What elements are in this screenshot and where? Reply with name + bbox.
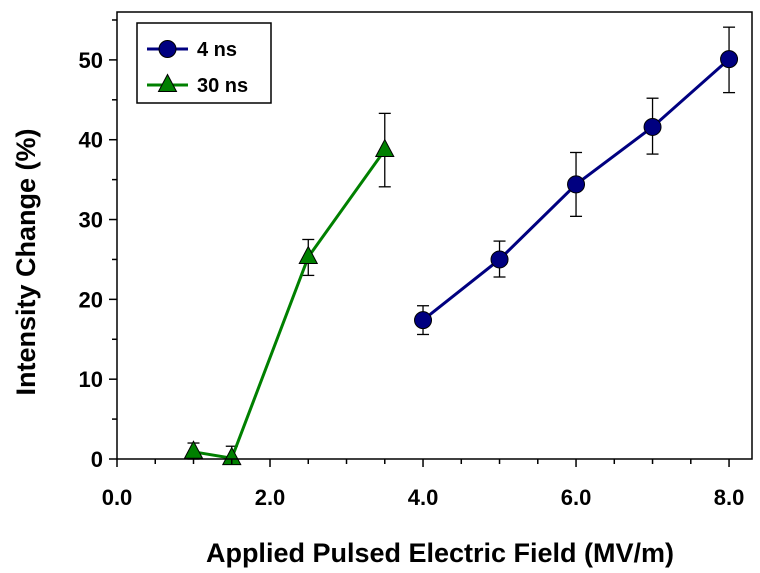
x-tick-label: 2.0 <box>255 485 286 510</box>
data-point <box>490 250 509 269</box>
data-point <box>221 446 242 466</box>
x-tick-label: 6.0 <box>561 485 592 510</box>
y-tick-label: 40 <box>79 128 103 153</box>
x-axis-title: Applied Pulsed Electric Field (MV/m) <box>206 538 674 568</box>
x-tick-label: 0.0 <box>102 485 133 510</box>
data-point <box>298 245 319 265</box>
series-line <box>193 149 386 460</box>
plot-frame <box>116 11 753 460</box>
data-point <box>414 311 433 330</box>
legend-label: 4 ns <box>197 39 237 61</box>
data-point <box>374 138 395 158</box>
legend-marker <box>157 73 178 92</box>
legend: 4 ns 30 ns <box>136 22 272 104</box>
axes: 0 10 20 30 40 50 0.0 2.0 4.0 6.0 8.0 <box>79 11 753 510</box>
y-tick-label: 50 <box>79 48 103 73</box>
series-4-ns <box>414 26 739 336</box>
y-tick-label: 0 <box>91 447 103 472</box>
y-tick-label: 10 <box>79 367 103 392</box>
y-axis-title: Intensity Change (%) <box>11 128 41 395</box>
data-point <box>567 175 586 194</box>
data-point <box>720 50 739 69</box>
legend-marker <box>158 40 177 58</box>
x-tick-label: 8.0 <box>714 485 745 510</box>
data-point <box>643 117 662 136</box>
y-tick-label: 30 <box>79 208 103 233</box>
x-tick-label: 4.0 <box>408 485 439 510</box>
legend-label: 30 ns <box>197 75 248 97</box>
y-tick-label: 20 <box>79 287 103 312</box>
plot-area <box>183 26 739 466</box>
data-point <box>183 440 204 459</box>
series-30-ns <box>183 112 395 466</box>
